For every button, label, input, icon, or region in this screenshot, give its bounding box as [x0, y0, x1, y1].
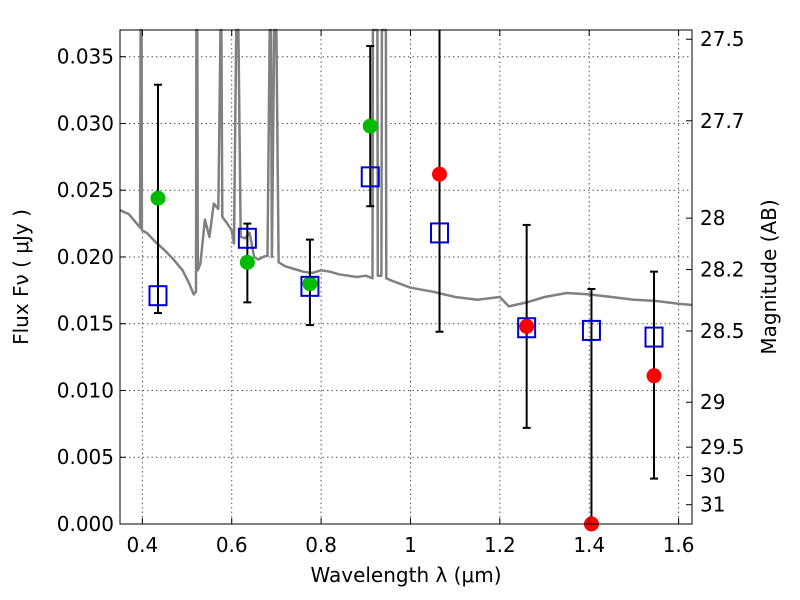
x-tick-label: 0.4 [126, 533, 158, 557]
y2-tick-label: 27.5 [700, 27, 745, 51]
green-circle-marker [150, 190, 166, 206]
y2-tick-label: 28.5 [700, 319, 745, 343]
y-tick-label: 0.025 [57, 178, 114, 202]
green-circle-marker [302, 276, 318, 292]
plot-frame [119, 29, 693, 525]
y-tick-label: 0.020 [57, 245, 114, 269]
x-tick-label: 0.8 [305, 533, 337, 557]
model-spectrum-line [119, 28, 693, 308]
y2-tick-label: 29 [700, 390, 725, 414]
y-tick-label: 0.030 [57, 111, 114, 135]
y2-tick-label: 28.2 [700, 258, 745, 282]
data-markers [148, 118, 664, 532]
grid [120, 30, 692, 524]
open-square-marker [581, 319, 601, 341]
y2-tick-label: 31 [700, 493, 725, 517]
x-tick-label: 1.6 [663, 533, 695, 557]
red-circle-marker [519, 318, 535, 334]
y-tick-label: 0.015 [57, 312, 114, 336]
y2-tick-label: 28 [700, 206, 725, 230]
y2-tick-label: 30 [700, 464, 725, 488]
x-axis-label: Wavelength λ (μm) [310, 563, 501, 587]
y2-axis-label: Magnitude (AB) [757, 199, 781, 354]
open-square-marker [300, 275, 320, 297]
y2-tick-label: 27.7 [700, 109, 745, 133]
y2-tick-label: 29.5 [700, 435, 745, 459]
open-square-marker [644, 326, 664, 348]
open-square-marker [148, 285, 168, 307]
axis-ticks: 0.4 0.6 0.8 1 1.2 1.4 1.6 0.000 0.005 0.010 0.015 0… [57, 27, 745, 557]
y-tick-label: 0.000 [57, 512, 114, 536]
error-bars [153, 30, 659, 525]
open-square-marker [237, 227, 257, 249]
x-tick-label: 1.4 [573, 533, 605, 557]
y-tick-label: 0.010 [57, 378, 114, 402]
y-tick-label: 0.005 [57, 445, 114, 469]
x-tick-label: 1 [404, 533, 417, 557]
model-spectrum [119, 28, 693, 308]
open-square-marker [517, 317, 537, 339]
open-square-marker [360, 166, 380, 188]
green-circle-marker [362, 118, 378, 134]
green-circle-marker [239, 254, 255, 270]
red-circle-marker [646, 368, 662, 384]
x-tick-label: 0.6 [216, 533, 248, 557]
open-square-marker [430, 222, 450, 244]
red-circle-marker [432, 166, 448, 182]
x-tick-label: 1.2 [484, 533, 516, 557]
y-tick-label: 0.035 [57, 45, 114, 69]
y-axis-label: Flux Fν ( μJy ) [9, 209, 33, 345]
